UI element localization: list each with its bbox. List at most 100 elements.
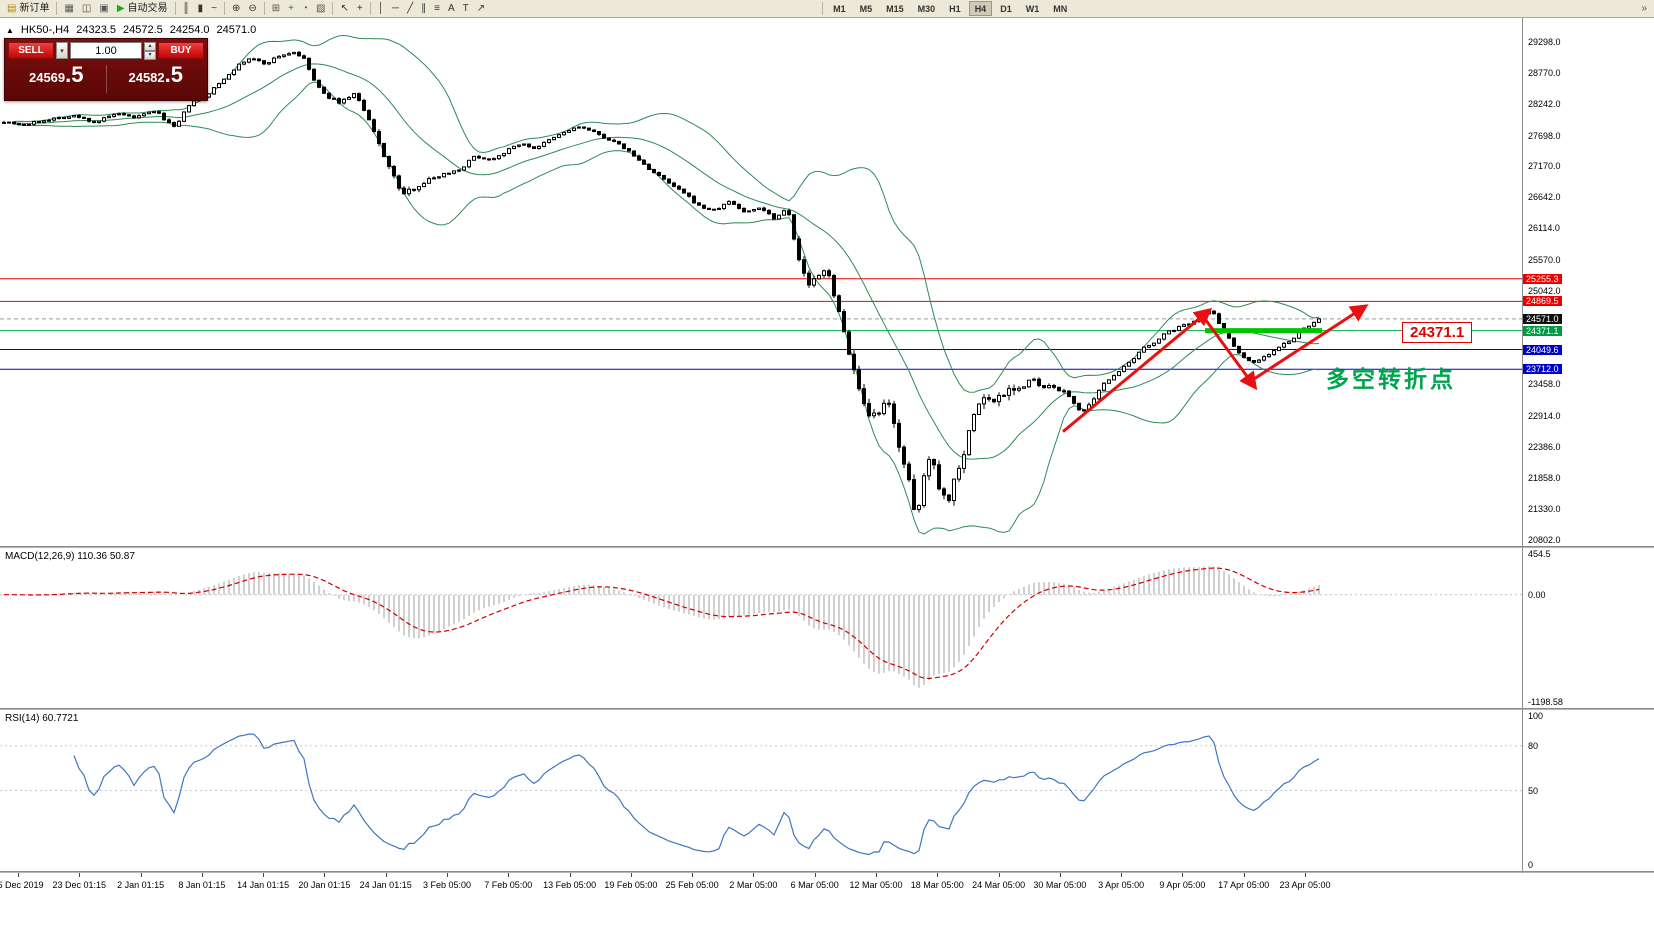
timeframe-h4-button[interactable]: H4: [968, 1, 993, 16]
time-axis-label: 25 Feb 05:00: [665, 880, 719, 890]
price-annotation-label[interactable]: 24371.1: [1402, 322, 1473, 343]
toolbar-more-icon[interactable]: »: [1637, 1, 1651, 17]
tile-windows-icon[interactable]: ⊞: [268, 1, 284, 17]
sell-button[interactable]: SELL: [8, 42, 54, 59]
panel-divider[interactable]: [0, 546, 1654, 548]
time-axis-tick: [1243, 873, 1245, 877]
terminal-icon[interactable]: ▣: [95, 1, 112, 17]
time-axis-label: 3 Apr 05:00: [1098, 880, 1145, 890]
line-chart-icon[interactable]: ~: [207, 1, 221, 17]
turning-point-annotation[interactable]: 多空转折点: [1326, 366, 1456, 392]
cursor-icon: ↖: [340, 2, 349, 14]
label-icon[interactable]: T: [459, 1, 473, 17]
zoom-out-icon[interactable]: ⊖: [244, 1, 260, 17]
time-axis-label: 3 Feb 05:00: [422, 880, 472, 890]
sell-price[interactable]: 24569.5: [28, 62, 84, 87]
one-click-trading-panel: SELL ▾ ▴ ▾ BUY 24569.5 24582.5: [4, 38, 208, 101]
fibonacci-icon[interactable]: ≡: [430, 1, 444, 17]
templates-icon[interactable]: ▨: [312, 1, 329, 17]
rsi-axis-label: 80: [1528, 740, 1539, 751]
price-level-flag: 24869.5: [1523, 296, 1562, 307]
price-axis-label: 22914.0: [1528, 411, 1561, 422]
macd-canvas[interactable]: [0, 548, 1522, 708]
new-order-button: ▤: [7, 2, 17, 14]
ohlc-close: 24571.0: [216, 24, 257, 36]
crosshair-icon[interactable]: +: [353, 1, 367, 17]
price-axis[interactable]: 29298.0 28770.0 28242.0 27698.0 27170.0 26642…: [1523, 18, 1654, 546]
bar-chart-icon: ║: [182, 2, 190, 14]
line-chart-icon: ~: [211, 2, 217, 14]
price-axis-label: 21330.0: [1528, 504, 1561, 514]
macd-panel: MACD(12,26,9) 110.36 50.87: [0, 548, 1522, 708]
time-axis-label: 2 Jan 01:15: [117, 880, 165, 890]
timeframe-m15-button[interactable]: M15: [880, 1, 910, 16]
macd-axis-label: 454.5: [1528, 549, 1551, 559]
vertical-line-icon[interactable]: │: [374, 1, 388, 17]
trendline-icon[interactable]: ╱: [403, 1, 417, 17]
cursor-icon[interactable]: ↖: [336, 1, 352, 17]
rsi-panel: RSI(14) 60.7721: [0, 710, 1522, 871]
price-axis-label: 28242.0: [1528, 98, 1561, 109]
timeframe-h1-button[interactable]: H1: [943, 1, 967, 16]
price-axis-label: 27698.0: [1528, 130, 1561, 141]
main-chart-canvas[interactable]: [0, 18, 1522, 546]
channel-icon[interactable]: ∥: [417, 1, 430, 17]
buy-button[interactable]: BUY: [158, 42, 204, 59]
autotrading-button[interactable]: ▶ 自动交易: [113, 1, 172, 17]
candlestick-chart-icon[interactable]: ▮: [194, 1, 208, 17]
time-axis[interactable]: 16 Dec 2019 23 Dec 01:15 2 Jan 01:15 8 Jan …: [0, 873, 1654, 944]
time-axis-label: 7 Feb 05:00: [484, 880, 533, 890]
horizontal-line-icon[interactable]: ─: [388, 1, 403, 17]
bar-chart-icon[interactable]: ║: [179, 1, 194, 17]
new-order-button-label: 新订单: [19, 2, 50, 14]
collapse-arrow-icon[interactable]: ▲: [6, 25, 14, 35]
indicators-icon[interactable]: +: [284, 1, 298, 17]
volume-stepper: ▴ ▾: [144, 42, 156, 60]
volume-input[interactable]: [70, 42, 142, 59]
volume-down-icon[interactable]: ▾: [144, 51, 156, 60]
periods-icon[interactable]: ◔: [298, 1, 312, 17]
macd-label: MACD(12,26,9) 110.36 50.87: [5, 551, 135, 562]
text-icon[interactable]: A: [444, 1, 459, 17]
timeframe-m5-button[interactable]: M5: [854, 1, 879, 16]
toolbar-more-icon: »: [1641, 2, 1647, 14]
price-axis-label: 26642.0: [1528, 192, 1561, 203]
time-axis-label: 24 Jan 01:15: [359, 880, 412, 890]
time-axis-tick: [1305, 873, 1306, 877]
timeframe-mn-button[interactable]: MN: [1047, 1, 1073, 16]
timeframe-m30-button[interactable]: M30: [912, 1, 942, 16]
time-axis-label: 14 Jan 01:15: [237, 880, 290, 890]
time-axis-tick: [937, 873, 939, 877]
time-axis-label: 9 Apr 05:00: [1159, 880, 1206, 890]
timeframe-m1-button[interactable]: M1: [827, 1, 852, 16]
oct-divider: [105, 65, 107, 93]
toolbar-separator: [369, 2, 371, 15]
time-axis-tick: [1059, 873, 1061, 877]
autotrading-button: ▶: [116, 2, 125, 14]
price-level-flag: 24571.0: [1523, 313, 1562, 324]
price-axis-label: 27170.0: [1528, 161, 1561, 172]
market-watch-icon[interactable]: ▦: [60, 1, 77, 17]
time-axis-tick: [324, 873, 326, 877]
time-axis-tick: [447, 873, 448, 877]
zoom-in-icon[interactable]: ⊕: [228, 1, 244, 17]
timeframe-w1-button[interactable]: W1: [1020, 1, 1046, 16]
time-axis-label: 24 Mar 05:00: [972, 880, 1026, 890]
price-axis-label: 26114.0: [1528, 223, 1560, 234]
panel-divider[interactable]: [0, 708, 1654, 710]
time-axis-tick: [876, 873, 877, 877]
data-window-icon[interactable]: ◫: [78, 1, 95, 17]
timeframe-d1-button[interactable]: D1: [994, 1, 1018, 16]
data-window-icon: ◫: [81, 2, 92, 14]
toolbar-separator: [223, 2, 225, 15]
price-axis-label: 25042.0: [1528, 286, 1561, 297]
volume-dropdown-icon[interactable]: ▾: [56, 42, 68, 59]
volume-up-icon[interactable]: ▴: [144, 42, 156, 51]
templates-icon: ▨: [316, 2, 326, 14]
market-watch-icon: ▦: [64, 2, 74, 14]
rsi-canvas[interactable]: [0, 710, 1522, 871]
buy-price[interactable]: 24582.5: [128, 62, 183, 87]
arrows-icon[interactable]: ↗: [473, 1, 489, 17]
new-order-button[interactable]: ▤ 新订单: [3, 1, 53, 17]
panel-divider[interactable]: [0, 871, 1654, 873]
